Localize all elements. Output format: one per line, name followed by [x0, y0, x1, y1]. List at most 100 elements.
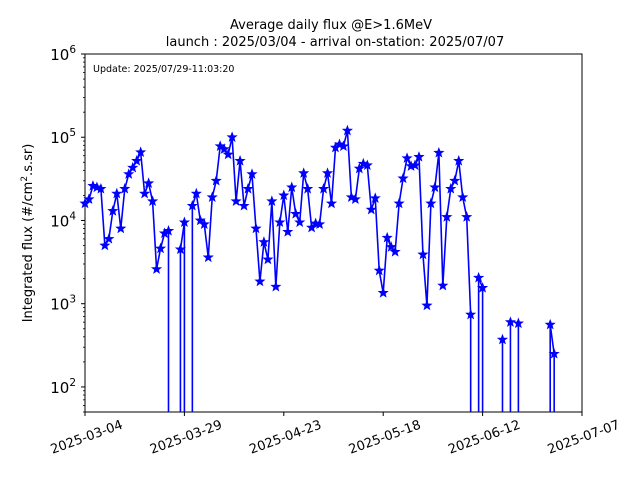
- flux-point-marker: [174, 243, 186, 255]
- flux-point-marker: [373, 264, 385, 276]
- flux-point-marker: [103, 233, 115, 244]
- flux-point-marker: [210, 174, 222, 186]
- chart-title: Average daily flux @E>1.6MeV: [230, 18, 432, 33]
- y-axis-label-main: Integrated flux (#/cm: [21, 182, 36, 323]
- flux-point-marker: [349, 193, 361, 204]
- flux-point-marker: [119, 182, 131, 194]
- flux-point-marker: [321, 167, 334, 178]
- series-lines-group: [84, 129, 555, 354]
- flux-point-marker: [147, 195, 159, 207]
- axes-group: 2025-03-04 2025-03-29 2025-04-23 2025-05-18…: [49, 44, 622, 458]
- flux-point-marker: [445, 182, 457, 194]
- flux-point-marker: [150, 263, 163, 274]
- flux-point-marker: [453, 155, 465, 166]
- flux-point-marker: [162, 225, 175, 236]
- y-tick-label: 102: [50, 377, 76, 397]
- flux-series-line: [191, 129, 472, 315]
- flux-point-marker: [198, 218, 210, 230]
- flux-point-marker: [123, 168, 135, 179]
- flux-point-marker: [131, 155, 143, 166]
- flux-point-marker: [397, 172, 409, 184]
- flux-point-marker: [441, 211, 453, 222]
- flux-point-marker: [314, 218, 326, 230]
- flux-point-marker: [449, 174, 461, 186]
- flux-point-marker: [465, 308, 477, 320]
- flux-point-marker: [317, 182, 330, 194]
- flux-point-marker: [504, 316, 517, 327]
- markers-group: [79, 124, 560, 359]
- flux-point-marker: [294, 216, 306, 228]
- flux-point-marker: [512, 317, 524, 329]
- x-tick-label: 2025-07-07: [546, 418, 622, 458]
- flux-point-marker: [115, 222, 127, 234]
- flux-point-marker: [107, 205, 119, 216]
- flux-series-line: [84, 151, 169, 270]
- flux-point-marker: [83, 193, 95, 204]
- flux-point-marker: [246, 168, 258, 179]
- flux-point-marker: [218, 143, 230, 154]
- flux-series-line: [549, 324, 555, 354]
- x-tick-label: 2025-03-29: [148, 418, 224, 458]
- flux-point-marker: [385, 241, 397, 252]
- flux-point-marker: [226, 131, 238, 142]
- flux-point-marker: [298, 167, 310, 178]
- flux-point-marker: [143, 177, 155, 188]
- flux-point-marker: [389, 245, 401, 257]
- flux-point-marker: [242, 182, 254, 194]
- flux-point-marker: [461, 211, 473, 222]
- flux-point-marker: [99, 239, 111, 251]
- flux-point-marker: [230, 195, 242, 207]
- flux-point-marker: [190, 187, 202, 199]
- drop-lines-group: [167, 205, 555, 412]
- flux-point-marker: [127, 161, 139, 173]
- flux-point-marker: [477, 282, 489, 293]
- flux-point-marker: [369, 192, 381, 203]
- y-axis-label: Integrated flux (#/cm2.s.sr): [20, 144, 36, 323]
- flux-point-marker: [139, 187, 151, 199]
- flux-point-marker: [286, 181, 298, 193]
- flux-point-marker: [473, 271, 485, 283]
- flux-point-marker: [254, 275, 266, 287]
- x-tick-label: 2025-03-04: [49, 418, 125, 458]
- flux-point-marker: [496, 333, 509, 345]
- flux-point-marker: [361, 159, 373, 171]
- flux-point-marker: [262, 253, 274, 265]
- flux-point-marker: [429, 181, 441, 193]
- flux-point-marker: [417, 248, 429, 260]
- flux-series-line: [179, 222, 186, 250]
- flux-point-marker: [413, 151, 425, 162]
- y-tick-label: 103: [50, 294, 76, 314]
- flux-point-marker: [365, 203, 377, 215]
- flux-point-marker: [401, 152, 413, 163]
- flux-point-marker: [381, 231, 393, 243]
- flux-point-marker: [222, 148, 234, 160]
- x-tick-label: 2025-05-18: [347, 418, 423, 458]
- flux-point-marker: [238, 199, 250, 211]
- flux-point-marker: [178, 216, 190, 228]
- x-tick-label: 2025-06-12: [446, 418, 522, 458]
- flux-point-marker: [377, 287, 389, 298]
- flux-point-marker: [544, 318, 556, 330]
- flux-point-marker: [274, 216, 286, 228]
- flux-point-marker: [548, 347, 560, 359]
- flux-point-marker: [457, 191, 469, 203]
- y-tick-label: 106: [50, 44, 76, 64]
- y-axis-label-tail: .s.sr): [21, 144, 36, 176]
- flux-point-marker: [437, 279, 449, 291]
- flux-point-marker: [302, 182, 314, 194]
- x-tick-label: 2025-04-23: [248, 418, 324, 458]
- y-axis-label-sup: 2: [20, 176, 30, 182]
- flux-point-marker: [154, 242, 167, 254]
- flux-point-marker: [186, 199, 198, 211]
- flux-point-marker: [278, 189, 290, 201]
- flux-point-marker: [206, 191, 218, 203]
- flux-point-marker: [409, 159, 421, 171]
- flux-point-marker: [135, 146, 147, 157]
- chart-subtitle: launch : 2025/03/04 - arrival on-station…: [166, 35, 504, 50]
- flux-point-marker: [202, 251, 214, 263]
- flux-point-marker: [111, 187, 123, 199]
- flux-point-marker: [393, 197, 405, 209]
- flux-point-marker: [258, 236, 270, 247]
- flux-point-marker: [421, 299, 433, 311]
